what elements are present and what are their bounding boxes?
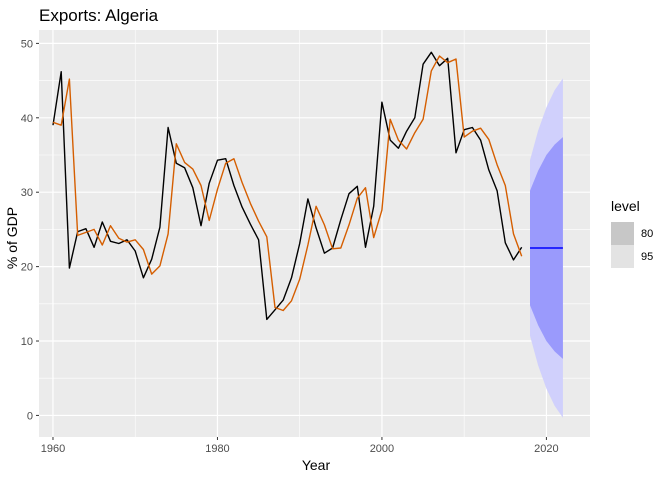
y-tick-label: 50 xyxy=(21,38,33,50)
x-tick-label: 1980 xyxy=(205,443,229,455)
y-tick-label: 10 xyxy=(21,336,33,348)
legend-label-95: 95 xyxy=(641,251,653,263)
y-tick-label: 20 xyxy=(21,262,33,274)
legend-key-80 xyxy=(611,222,634,245)
legend-label-80: 80 xyxy=(641,228,653,240)
x-tick-label: 2020 xyxy=(534,443,558,455)
chart-title: Exports: Algeria xyxy=(39,6,159,25)
y-axis: 0 10 20 30 40 50 xyxy=(21,38,39,422)
y-axis-title: % of GDP xyxy=(4,207,20,269)
series-line-2 xyxy=(52,55,523,312)
x-axis: 1960 1980 2000 2020 xyxy=(41,437,559,455)
y-tick-label: 0 xyxy=(27,410,33,422)
y-tick-label: 40 xyxy=(21,113,33,125)
plot-panel xyxy=(39,30,590,437)
series-line-1 xyxy=(52,51,523,321)
x-tick-label: 1960 xyxy=(41,443,65,455)
legend-title: level xyxy=(611,198,640,214)
x-axis-title: Year xyxy=(302,457,331,473)
legend: level 80 95 xyxy=(611,198,653,268)
series-lines xyxy=(52,51,563,321)
legend-key-95 xyxy=(611,245,634,268)
y-tick-label: 30 xyxy=(21,187,33,199)
grid-minor xyxy=(39,30,590,437)
grid-major xyxy=(39,30,590,437)
x-tick-label: 2000 xyxy=(370,443,394,455)
